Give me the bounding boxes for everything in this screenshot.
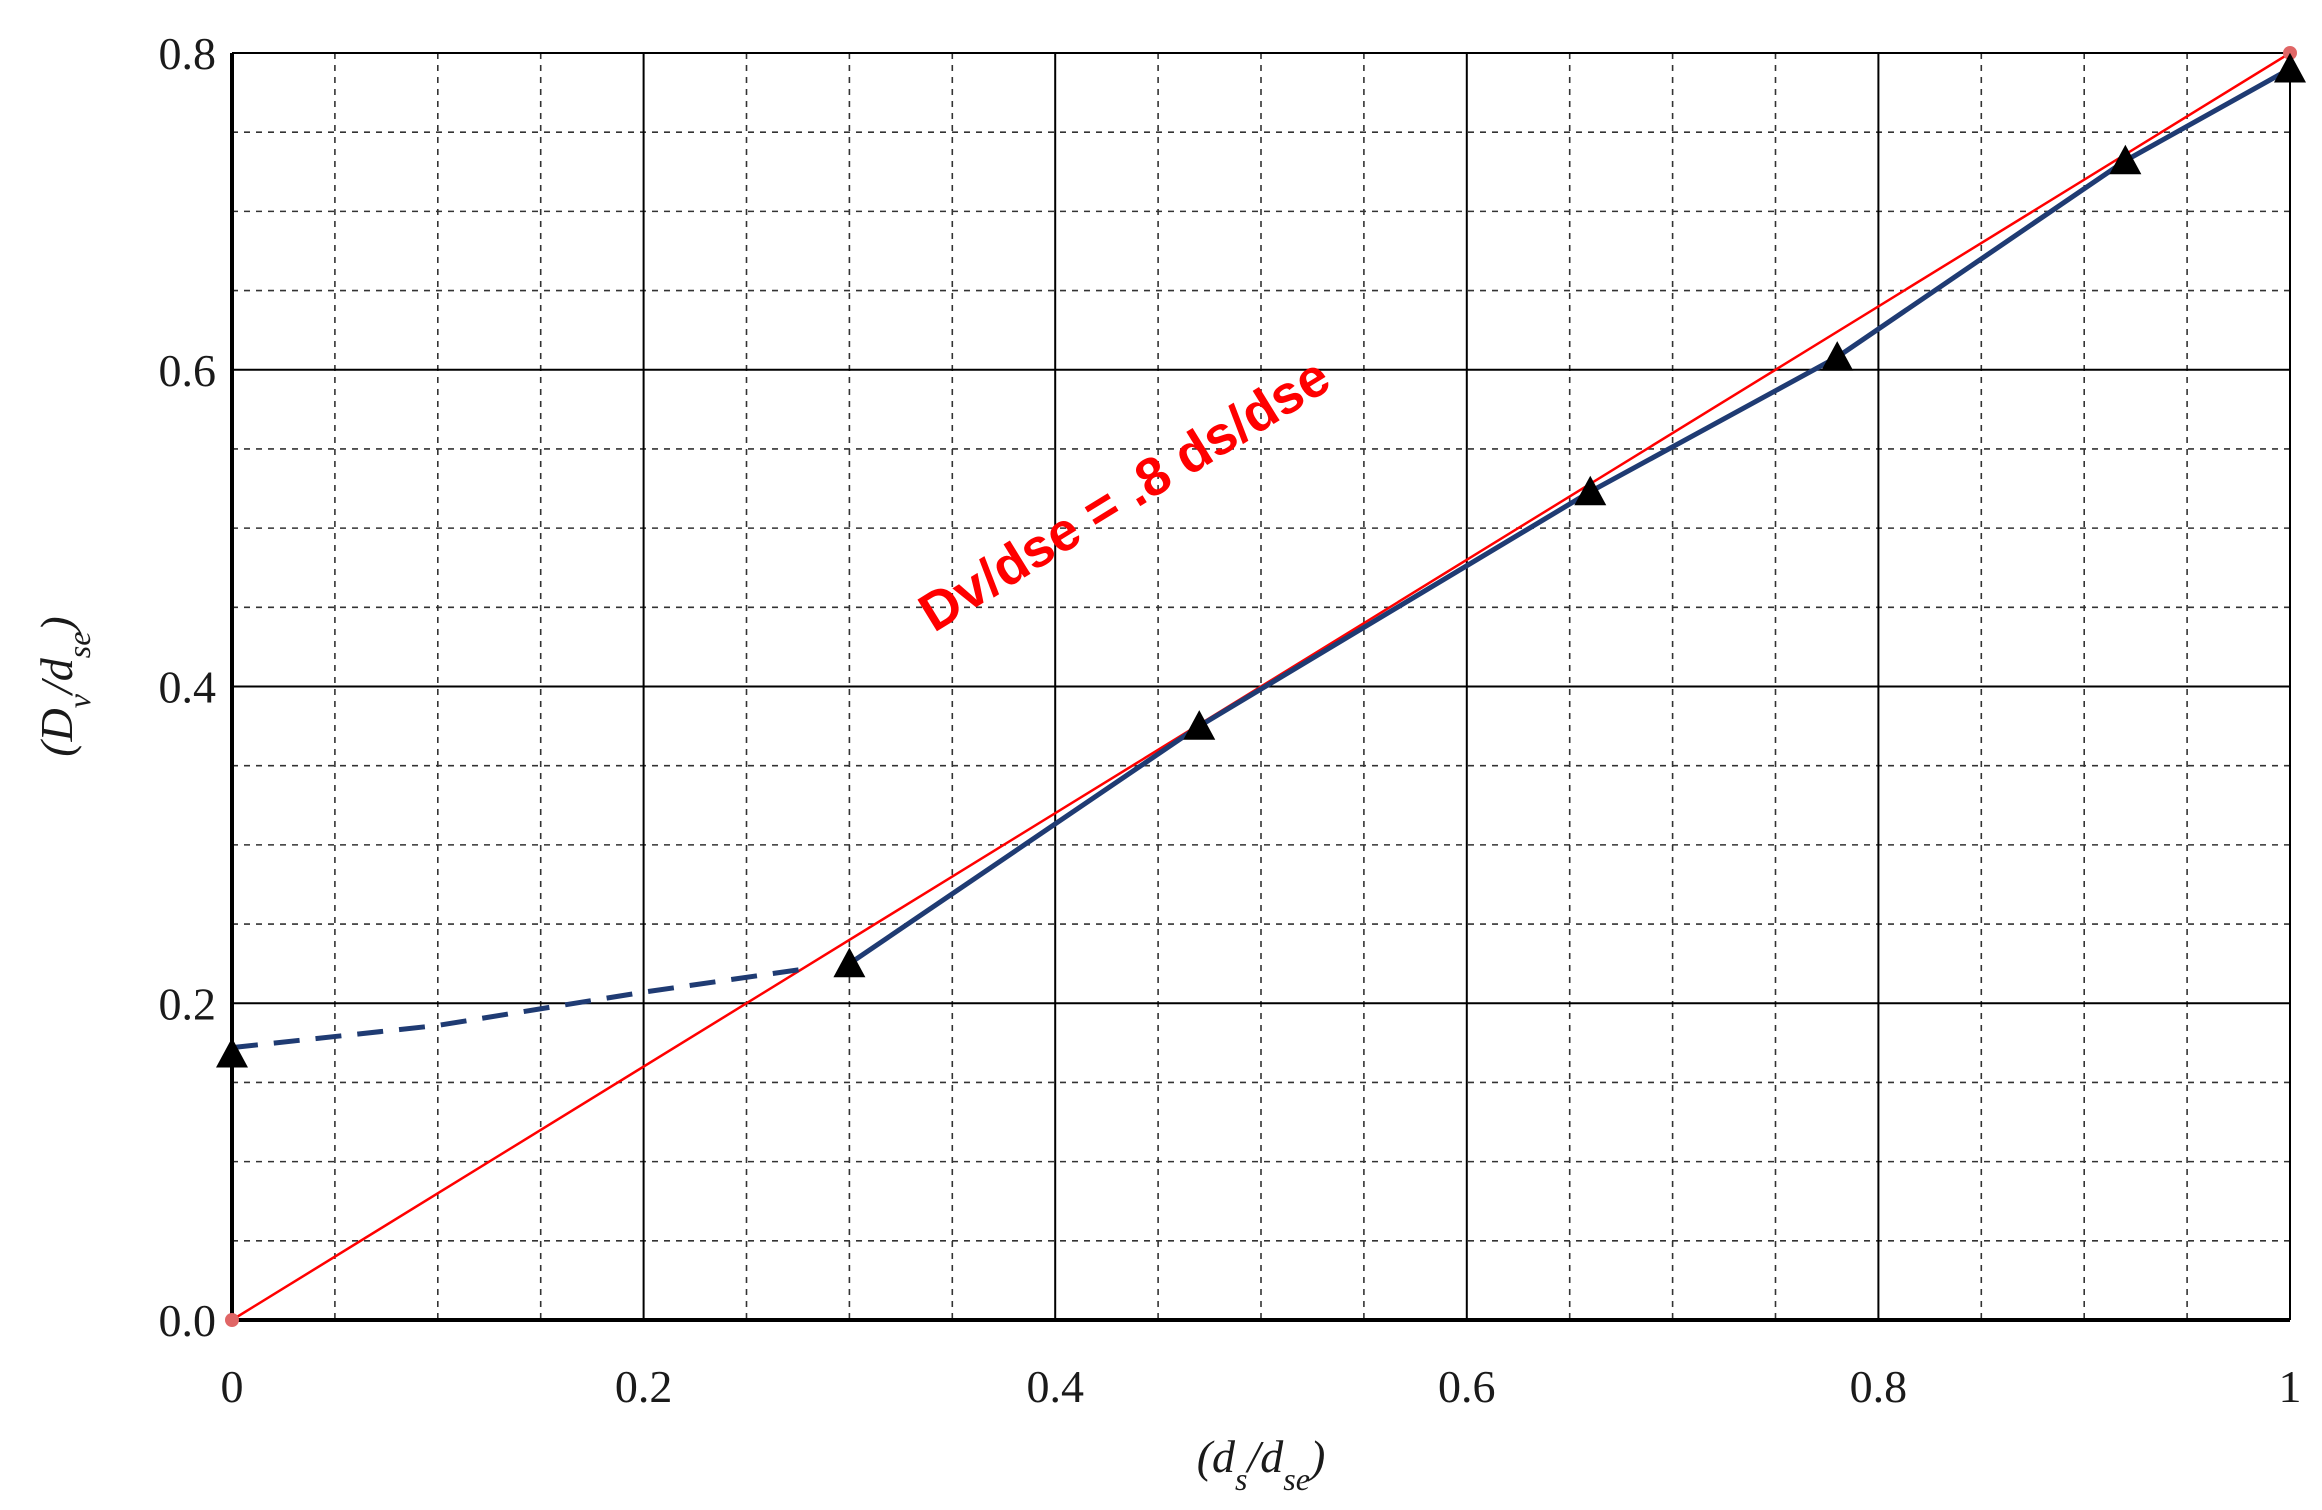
axes bbox=[230, 53, 2290, 1322]
x-tick-label: 0 bbox=[221, 1361, 244, 1412]
y-tick-label: 0.8 bbox=[159, 28, 217, 79]
tick-labels: 0 0.2 0.4 0.6 0.8 1 0.0 0.2 0.4 0.6 0.8 bbox=[159, 28, 2302, 1412]
reference-endpoint bbox=[225, 1313, 239, 1327]
dashed-trend-line bbox=[231, 965, 809, 1051]
measured-line bbox=[847, 66, 2292, 966]
x-tick-label: 1 bbox=[2279, 1361, 2302, 1412]
y-tick-label: 0.4 bbox=[159, 662, 217, 713]
x-tick-label: 0.2 bbox=[615, 1361, 673, 1412]
x-axis-label-text: (ds/dse) bbox=[1197, 1431, 1326, 1497]
series-layer bbox=[231, 51, 2292, 1322]
data-point-marker bbox=[833, 947, 866, 978]
y-tick-label: 0.0 bbox=[159, 1295, 217, 1346]
data-point-marker bbox=[2109, 144, 2142, 175]
data-point-marker bbox=[216, 1037, 248, 1068]
equation-annotation: Dv/dse = .8 ds/dse bbox=[909, 346, 1340, 643]
x-tick-label: 0.6 bbox=[1438, 1361, 1496, 1412]
y-axis-label: (Dv/dse) bbox=[31, 616, 97, 757]
data-point-marker bbox=[1821, 341, 1854, 371]
y-tick-label: 0.6 bbox=[159, 345, 217, 396]
x-tick-label: 0.8 bbox=[1850, 1361, 1908, 1412]
x-axis-label: (ds/dse) bbox=[1197, 1431, 1326, 1497]
marker-layer bbox=[216, 46, 2306, 1327]
data-point-marker bbox=[1574, 475, 1607, 506]
data-point-marker bbox=[2274, 52, 2306, 83]
x-tick-label: 0.4 bbox=[1026, 1361, 1084, 1412]
data-point-marker bbox=[1183, 710, 1216, 740]
y-tick-label: 0.2 bbox=[159, 978, 217, 1029]
y-axis-label-text: (Dv/dse) bbox=[31, 616, 97, 757]
